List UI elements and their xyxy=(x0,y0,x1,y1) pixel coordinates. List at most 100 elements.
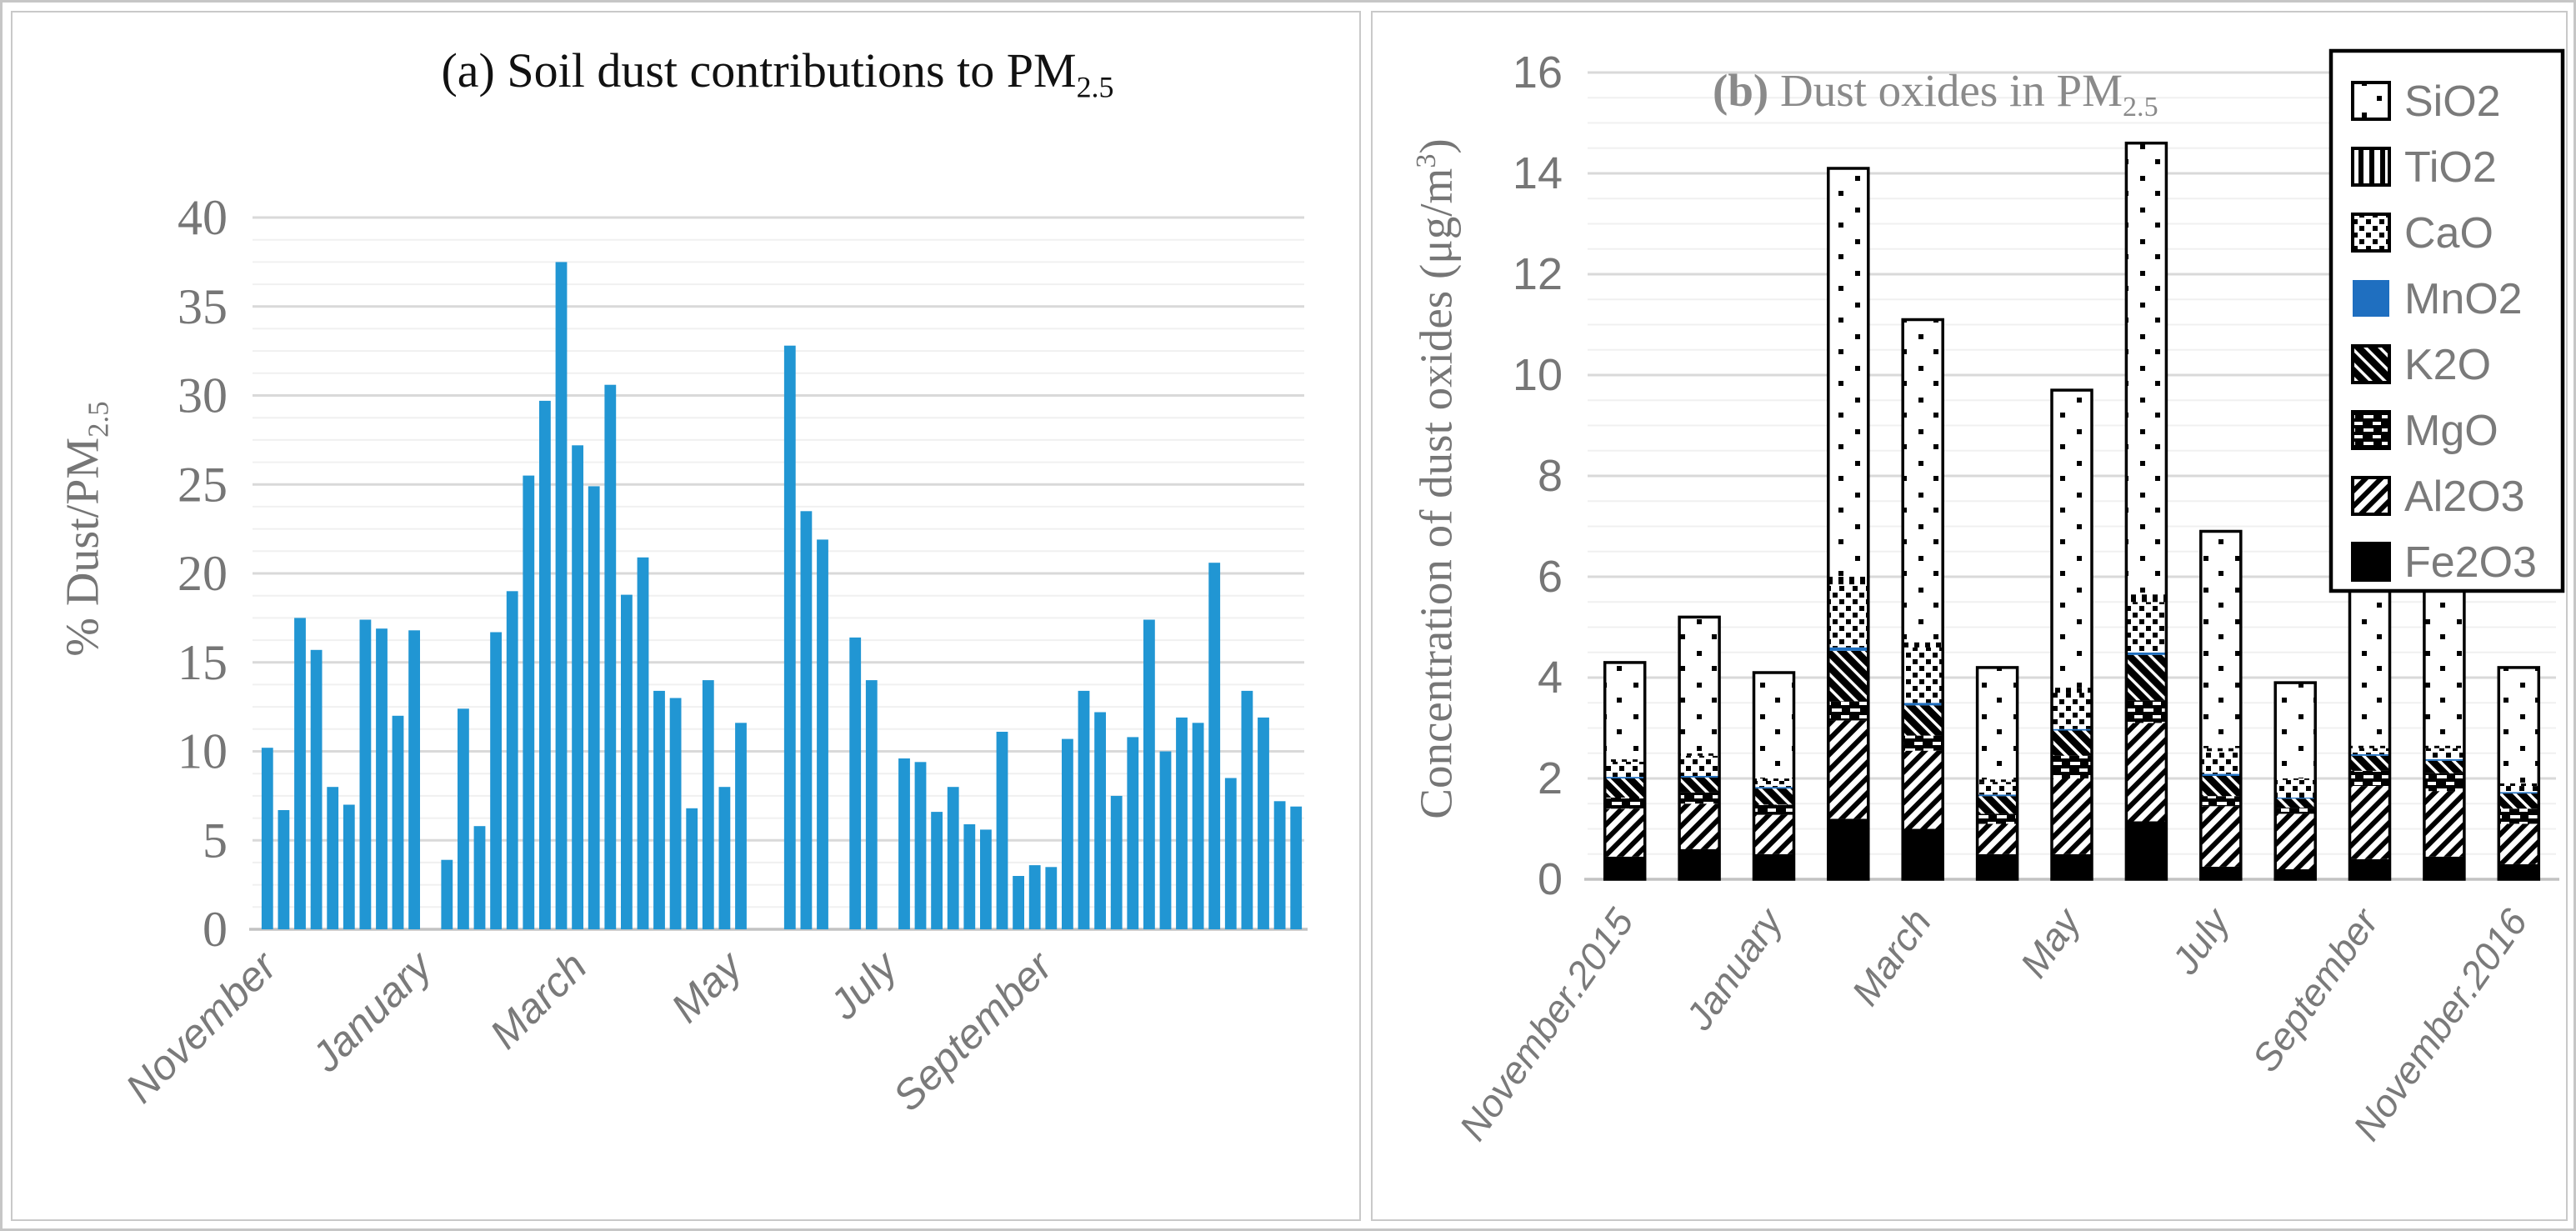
bar-outline xyxy=(1975,666,2019,881)
segment-K2O xyxy=(2052,730,2092,756)
bar xyxy=(1045,867,1058,929)
segment-Fe2O3 xyxy=(2052,853,2092,880)
segment-MgO xyxy=(2052,755,2092,778)
bar xyxy=(408,630,420,929)
segment-Fe2O3 xyxy=(1753,853,1794,880)
bar xyxy=(506,591,518,929)
segment-K2O xyxy=(1679,777,1720,793)
y-tick-label: 12 xyxy=(1513,249,1563,299)
x-month-label: July xyxy=(2163,898,2239,982)
stacked-bar xyxy=(2273,681,2317,881)
bar xyxy=(1176,717,1188,929)
x-month-label: March xyxy=(1843,901,1939,1013)
segment-SiO2 xyxy=(2498,667,2539,783)
y-tick-label: 2 xyxy=(1538,753,1563,803)
segment-K2O xyxy=(2126,654,2167,701)
segment-MgO xyxy=(2200,796,2241,807)
legend-item-TiO2: TiO2 xyxy=(2351,143,2497,192)
chart-a-gridlines xyxy=(249,216,1308,931)
chart-a-title: (a) Soil dust contributions to PM2.5 xyxy=(251,43,1304,105)
bar xyxy=(1078,690,1090,929)
segment-CaO xyxy=(2423,748,2464,759)
segment-Al2O3 xyxy=(1753,814,1794,854)
bar-outline xyxy=(1901,318,1944,881)
segment-MnO2 xyxy=(2126,652,2167,655)
bar xyxy=(718,787,731,929)
bar xyxy=(458,708,469,929)
segment-K2O xyxy=(1977,796,2018,814)
segment-SiO2 xyxy=(1977,667,2018,780)
y-tick-label: 0 xyxy=(1538,854,1563,904)
segment-Al2O3 xyxy=(1977,823,2018,854)
y-tick-label: 0 xyxy=(203,902,228,957)
segment-MnO2 xyxy=(2052,728,2092,731)
legend-label: Al2O3 xyxy=(2404,473,2525,521)
legend-swatch-vert-stripes-icon xyxy=(2351,147,2391,187)
segment-CaO xyxy=(2052,693,2092,729)
segment-CaO xyxy=(1828,584,1868,648)
bar xyxy=(963,824,976,929)
chart-a-svg: 0 5 10 15 20 25 30 35 40 November January March May J… xyxy=(117,190,1308,1120)
segment-SiO2 xyxy=(2052,390,2092,688)
bar xyxy=(376,628,388,929)
segment-K2O xyxy=(2275,798,2316,808)
legend-item-SiO2: SiO2 xyxy=(2351,78,2501,126)
chart-b-y-axis-title: Concentration of dust oxides (μg/m3) xyxy=(1410,138,1462,819)
bar-outline xyxy=(2199,529,2243,881)
stacked-bar xyxy=(1975,666,2019,881)
segment-SiO2 xyxy=(2275,683,2316,778)
segment-Fe2O3 xyxy=(2275,868,2316,879)
segment-Al2O3 xyxy=(2423,791,2464,857)
bar xyxy=(702,680,714,929)
bar xyxy=(539,400,551,929)
bar-outline xyxy=(1678,615,1721,881)
segment-TiO2 xyxy=(2052,688,2092,693)
bar xyxy=(669,698,682,930)
segment-Al2O3 xyxy=(1679,803,1720,849)
segment-MgO xyxy=(1903,735,1943,751)
bar-outline xyxy=(2050,388,2093,881)
bar xyxy=(1094,712,1106,929)
segment-SiO2 xyxy=(1679,617,1720,753)
y-tick-label: 6 xyxy=(1538,552,1563,602)
bar-outline xyxy=(1827,167,1870,881)
segment-MgO xyxy=(1753,804,1794,815)
y-tick-label: 15 xyxy=(178,635,228,690)
bar xyxy=(1028,865,1041,929)
segment-MgO xyxy=(2498,808,2539,824)
stacked-bar xyxy=(2423,585,2466,881)
segment-TiO2 xyxy=(2200,748,2241,752)
x-month-label: November.2015 xyxy=(1451,901,1643,1148)
segment-MnO2 xyxy=(1903,703,1943,706)
segment-TiO2 xyxy=(1604,759,1645,762)
segment-K2O xyxy=(2200,776,2241,797)
y-tick-label: 16 xyxy=(1513,48,1563,98)
segment-Al2O3 xyxy=(2349,786,2390,859)
bar xyxy=(653,690,665,929)
bar xyxy=(1192,723,1204,929)
chart-b-y-tick-labels: 0 2 4 6 8 10 12 14 16 xyxy=(1513,48,1563,904)
y-tick-label: 4 xyxy=(1538,653,1563,703)
y-tick-label: 5 xyxy=(203,813,228,868)
segment-K2O xyxy=(2498,793,2539,809)
segment-K2O xyxy=(1604,778,1645,798)
bar xyxy=(359,619,372,929)
legend-swatch-black-dashes-icon xyxy=(2351,410,2391,450)
stacked-bar xyxy=(2124,141,2168,881)
bar xyxy=(931,812,943,929)
segment-Fe2O3 xyxy=(1604,856,1645,879)
y-tick-label: 8 xyxy=(1538,451,1563,501)
bar xyxy=(588,486,600,929)
bar xyxy=(523,475,535,929)
segment-TiO2 xyxy=(1753,778,1794,781)
segment-CaO xyxy=(2349,748,2390,754)
segment-MnO2 xyxy=(1679,776,1720,778)
x-month-label: January xyxy=(1677,898,1793,1038)
segment-SiO2 xyxy=(1753,673,1794,779)
bar xyxy=(1110,795,1123,929)
segment-MgO xyxy=(1828,701,1868,721)
y-tick-label: 10 xyxy=(178,724,228,779)
legend-label: MnO2 xyxy=(2404,275,2523,323)
legend-label: SiO2 xyxy=(2404,78,2501,126)
